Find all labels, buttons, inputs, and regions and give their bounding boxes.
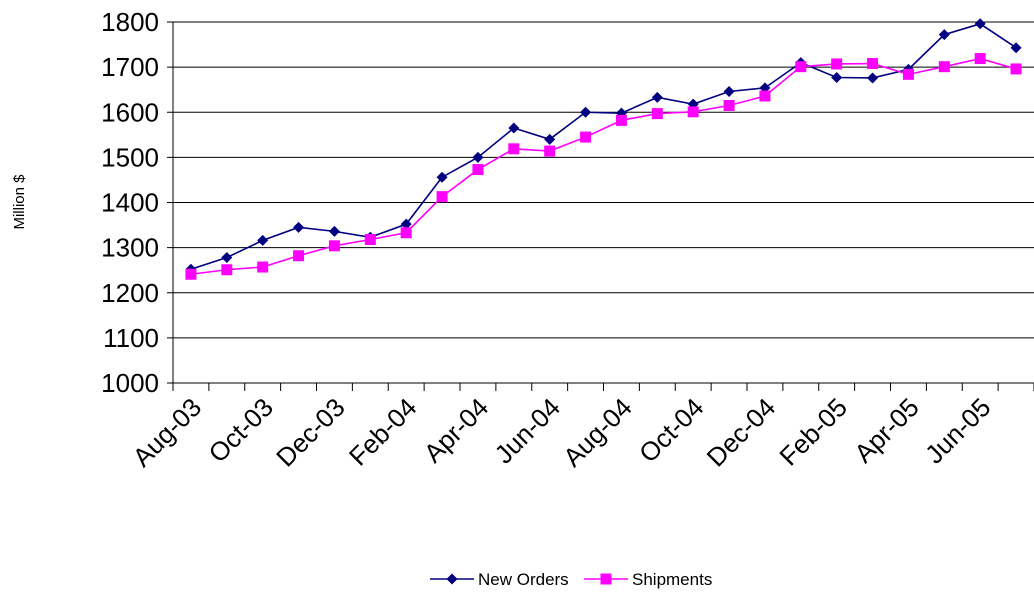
x-tick-label: Aug-03 (127, 392, 207, 472)
square-marker (651, 108, 663, 120)
x-tick-label: Oct-03 (203, 392, 279, 468)
square-marker (723, 99, 735, 111)
y-tick-label: 1700 (101, 52, 159, 82)
diamond-marker (651, 91, 663, 103)
y-tick-label: 1100 (103, 323, 159, 353)
square-marker (687, 106, 699, 118)
x-tick-label: Dec-03 (270, 392, 350, 472)
diamond-marker (257, 234, 269, 246)
y-tick-label: 1000 (101, 368, 159, 398)
x-tick-label: Dec-04 (701, 392, 781, 472)
y-tick-label: 1800 (101, 7, 159, 37)
grid-lines (167, 21, 1034, 384)
square-marker (867, 58, 879, 70)
square-marker (436, 191, 448, 203)
square-marker (221, 264, 233, 276)
axes (172, 22, 1034, 391)
series-new-orders (185, 18, 1022, 275)
series-line-new-orders (190, 22, 1017, 271)
legend-item-shipments: Shipments (584, 570, 712, 589)
diamond-marker (400, 218, 412, 230)
square-marker (1010, 63, 1022, 75)
diamond-marker (867, 72, 879, 84)
diamond-marker (1010, 42, 1022, 54)
diamond-marker (544, 133, 556, 145)
diamond-marker (580, 106, 592, 118)
square-marker (328, 240, 340, 252)
diamond-marker (328, 225, 340, 237)
diamond-marker (723, 85, 735, 97)
x-tick-label: Jun-05 (919, 392, 996, 469)
square-marker (902, 68, 914, 80)
square-marker (472, 164, 484, 176)
series-line-shipments (190, 57, 1017, 276)
square-marker (795, 61, 807, 73)
series-shipments (185, 53, 1022, 280)
diamond-marker (508, 122, 520, 134)
square-marker (293, 250, 305, 262)
diamond-marker (472, 151, 484, 163)
x-tick-label: Apr-04 (418, 392, 494, 468)
square-marker (600, 573, 612, 585)
square-marker (974, 53, 986, 65)
y-tick-label: 1500 (101, 142, 159, 172)
x-tick-label: Aug-04 (557, 392, 637, 472)
x-tick-label: Feb-05 (773, 392, 852, 471)
diamond-marker (831, 72, 843, 84)
diamond-marker (221, 252, 233, 264)
y-tick-label: 1300 (101, 233, 159, 263)
square-marker (364, 234, 376, 246)
square-marker (831, 58, 843, 70)
square-marker (544, 145, 556, 157)
y-tick-label: 1400 (101, 188, 159, 218)
y-tick-labels: 1000 1100 1200 1300 1400 1500 1600 1700 1800 (101, 7, 159, 398)
square-marker (508, 143, 520, 155)
square-marker (185, 268, 197, 280)
x-tick-label: Feb-04 (343, 392, 422, 471)
square-marker (759, 90, 771, 102)
diamond-marker (293, 221, 305, 233)
x-tick-labels: Aug-03Oct-03Dec-03Feb-04Apr-04Jun-04Aug-… (127, 392, 997, 472)
diamond-marker (938, 29, 950, 41)
square-marker (400, 227, 412, 239)
diamond-marker (436, 171, 448, 183)
square-marker (615, 114, 627, 126)
y-tick-label: 1600 (101, 97, 159, 127)
legend: New Orders Shipments (430, 570, 712, 589)
square-marker (938, 61, 950, 73)
legend-label: Shipments (632, 570, 712, 589)
square-marker (257, 261, 269, 273)
x-tick-label: Oct-04 (633, 392, 709, 468)
legend-item-new-orders: New Orders (430, 570, 569, 589)
x-tick-label: Apr-05 (848, 392, 924, 468)
series-group (185, 18, 1022, 280)
x-tick-label: Jun-04 (489, 392, 566, 469)
legend-label: New Orders (478, 570, 569, 589)
y-axis-label: Million $ (11, 174, 28, 230)
diamond-marker (446, 573, 458, 585)
diamond-marker (974, 18, 986, 30)
square-marker (580, 131, 592, 143)
y-tick-label: 1200 (101, 278, 159, 308)
